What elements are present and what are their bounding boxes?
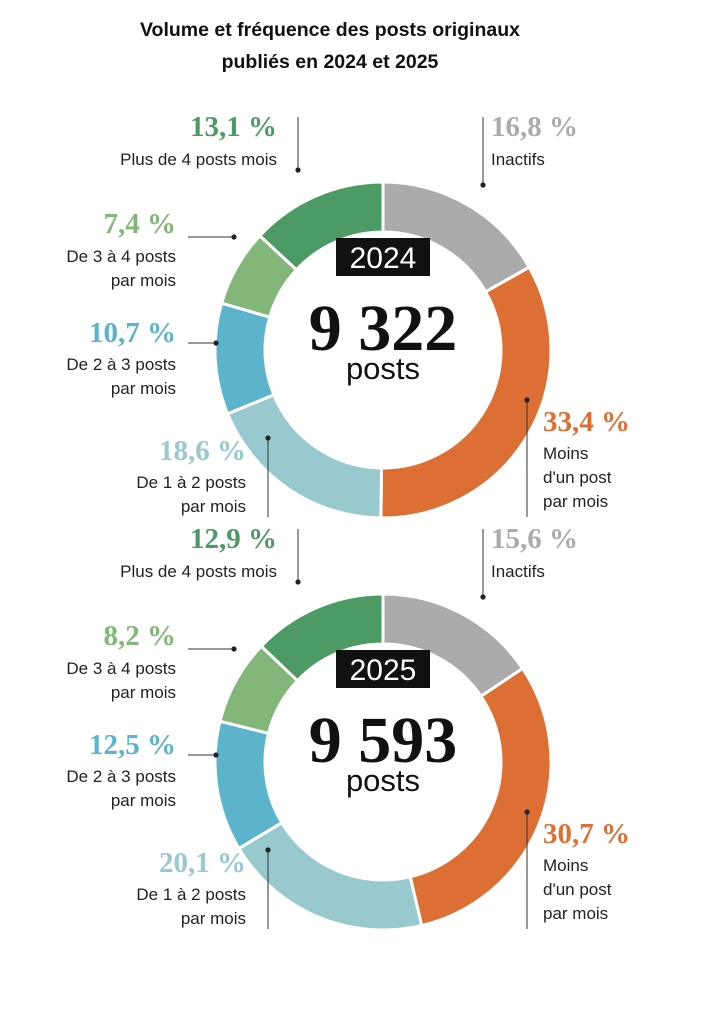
value-label-2025-4: 8,2 % [104, 620, 177, 652]
slice-2025-3 [213, 719, 284, 851]
year-label-2024: 2024 [350, 242, 417, 275]
leader-dot-2024-3 [213, 340, 219, 346]
donut-charts: 16,8 % Inactifs 33,4 % Moins d'un post par mo… [66, 111, 630, 932]
category-label-2024-3: De 2 à 3 posts par mois [66, 355, 176, 398]
total-unit-2024: posts [346, 351, 420, 386]
leader-dot-2024-4 [231, 234, 237, 240]
total-value-2024: 9 322 [309, 292, 458, 365]
value-label-2024-1: 33,4 % [543, 406, 630, 438]
slice-2025-5 [259, 592, 385, 683]
donut-2025: 15,6 % Inactifs 30,7 % Moins d'un post par mo… [66, 523, 630, 932]
slice-2024-3 [213, 301, 276, 416]
value-label-2024-2: 18,6 % [159, 435, 246, 467]
year-badge-2025 [336, 650, 430, 688]
category-label-2024-1: Moins d'un post par mois [543, 444, 612, 511]
year-label-2025: 2025 [350, 654, 417, 687]
total-unit-2025: posts [346, 763, 420, 798]
value-label-2025-3: 12,5 % [89, 729, 176, 761]
leader-dot-2024-1 [524, 397, 530, 403]
value-label-2025-0: 15,6 % [491, 523, 578, 555]
value-label-2025-2: 20,1 % [159, 847, 246, 879]
leader-dot-2024-2 [265, 435, 271, 441]
category-label-2025-2: De 1 à 2 posts par mois [136, 885, 246, 928]
slice-2024-5 [257, 180, 385, 272]
leader-dot-2025-4 [231, 646, 237, 652]
total-value-2025: 9 593 [309, 704, 458, 777]
chart-title: Volume et fréquence des posts originaux p… [140, 19, 520, 73]
value-label-2025-1: 30,7 % [543, 818, 630, 850]
category-label-2024-0: Inactifs [491, 150, 545, 169]
slice-2025-1 [408, 666, 553, 928]
category-label-2025-3: De 2 à 3 posts par mois [66, 767, 176, 810]
slice-2025-2 [236, 820, 424, 932]
category-label-2025-5: Plus de 4 posts mois [120, 562, 277, 581]
value-label-2025-5: 12,9 % [190, 523, 277, 555]
slice-2024-2 [225, 392, 384, 520]
value-label-2024-0: 16,8 % [491, 111, 578, 143]
slice-2024-1 [379, 265, 553, 520]
year-badge-2024 [336, 238, 430, 276]
donut-2024: 16,8 % Inactifs 33,4 % Moins d'un post par mo… [66, 111, 630, 520]
leader-dot-2024-0 [480, 182, 486, 188]
leader-dot-2025-1 [524, 809, 530, 815]
leader-dot-2024-5 [295, 167, 301, 173]
value-label-2024-4: 7,4 % [104, 208, 177, 240]
leader-dot-2025-0 [480, 594, 486, 600]
leader-dot-2025-2 [265, 847, 271, 853]
category-label-2025-0: Inactifs [491, 562, 545, 581]
value-label-2024-3: 10,7 % [89, 317, 176, 349]
value-label-2024-5: 13,1 % [190, 111, 277, 143]
category-label-2025-1: Moins d'un post par mois [543, 856, 612, 923]
category-label-2025-4: De 3 à 4 posts par mois [66, 659, 176, 702]
leader-dot-2025-3 [213, 752, 219, 758]
category-label-2024-5: Plus de 4 posts mois [120, 150, 277, 169]
leader-dot-2025-5 [295, 579, 301, 585]
category-label-2024-4: De 3 à 4 posts par mois [66, 247, 176, 290]
category-label-2024-2: De 1 à 2 posts par mois [136, 473, 246, 516]
